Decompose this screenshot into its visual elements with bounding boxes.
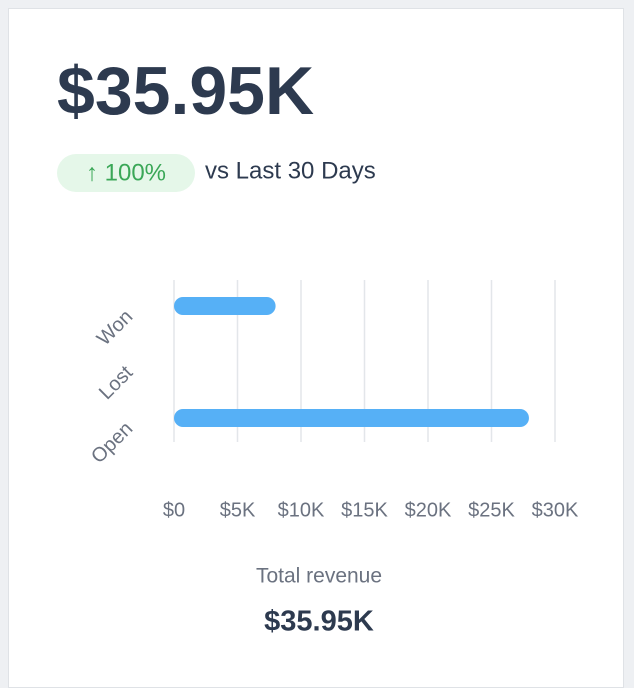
x-tick-label: $0 bbox=[163, 499, 185, 521]
footer-value: $35.95K bbox=[264, 606, 374, 638]
change-text: ↑ 100% bbox=[86, 159, 166, 186]
page: $35.95K ↑ 100% vs Last 30 Days Total rev… bbox=[8, 8, 624, 688]
x-tick-label: $5K bbox=[220, 499, 256, 521]
y-tick-label: Open bbox=[87, 418, 137, 468]
footer-label: Total revenue bbox=[256, 565, 382, 588]
x-tick-label: $25K bbox=[468, 499, 515, 521]
y-tick-label: Won bbox=[93, 306, 137, 350]
x-tick-label: $10K bbox=[278, 499, 325, 521]
chart: $35.95K ↑ 100% vs Last 30 Days Total rev… bbox=[57, 53, 579, 638]
change-badge bbox=[57, 154, 195, 192]
x-tick-label: $20K bbox=[405, 499, 452, 521]
bar bbox=[174, 409, 529, 427]
x-tick-label: $15K bbox=[341, 499, 388, 521]
headline: $35.95K bbox=[57, 53, 314, 129]
card bbox=[8, 8, 624, 688]
change-period: vs Last 30 Days bbox=[205, 157, 376, 184]
x-tick-label: $30K bbox=[532, 499, 579, 521]
y-tick-label: Lost bbox=[95, 361, 138, 404]
bar bbox=[174, 297, 276, 315]
